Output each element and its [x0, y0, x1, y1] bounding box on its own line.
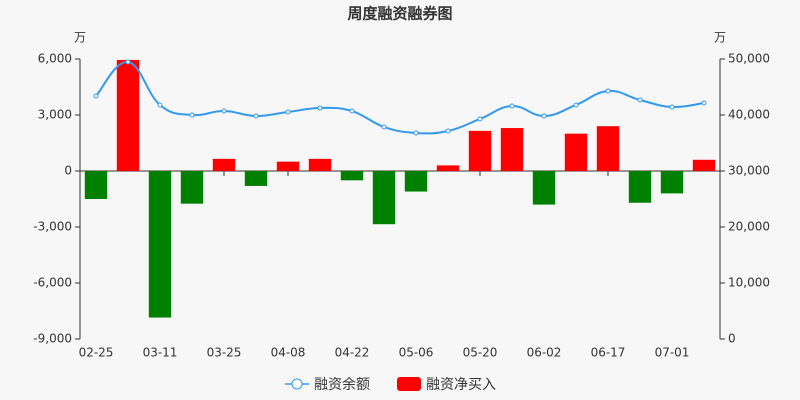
line-point: [221, 108, 227, 114]
y2-tick-label: 50,000: [728, 52, 770, 66]
y-tick-label: -3,000: [33, 220, 72, 234]
legend-item: 融资余额: [285, 376, 370, 393]
line-point: [509, 103, 515, 109]
bar: [596, 126, 620, 171]
bar: [436, 165, 460, 171]
bar: [116, 59, 140, 171]
x-tick-label: 05-20: [463, 346, 498, 360]
x-tick-label: 07-01: [655, 346, 690, 360]
line-point: [381, 124, 387, 130]
line-point: [573, 102, 579, 108]
line-point: [317, 105, 323, 111]
x-tick-label: 04-22: [335, 346, 370, 360]
bar: [500, 128, 524, 171]
line-point: [93, 93, 99, 99]
bar: [468, 130, 492, 171]
bar: [244, 171, 268, 186]
bar: [212, 158, 236, 171]
x-tick-label: 05-06: [399, 346, 434, 360]
y-tick-label: -6,000: [33, 276, 72, 290]
x-tick-label: 06-02: [527, 346, 562, 360]
line-point: [189, 112, 195, 118]
bar: [532, 171, 556, 205]
line-point: [637, 97, 643, 103]
y-tick-label: -9,000: [33, 332, 72, 346]
y2-tick-label: 10,000: [728, 276, 770, 290]
line-point: [349, 108, 355, 114]
y-tick-label: 0: [64, 164, 72, 178]
legend-marker: [291, 378, 303, 390]
line-point: [445, 128, 451, 134]
legend-swatch: [397, 377, 421, 391]
line-point: [125, 59, 131, 65]
bar: [404, 171, 428, 192]
x-tick-label: 02-25: [79, 346, 114, 360]
bar: [148, 171, 172, 318]
line-point: [157, 102, 163, 108]
line-point: [605, 88, 611, 94]
legend-item: 融资净买入: [397, 377, 496, 393]
chart-title: 周度融资融券图: [347, 5, 452, 23]
y-unit: 万: [74, 31, 86, 45]
line-point: [541, 113, 547, 119]
legend-label: 融资余额: [314, 376, 370, 393]
bar: [692, 159, 716, 171]
x-tick-label: 04-08: [271, 346, 306, 360]
y2-tick-label: 0: [728, 332, 736, 346]
bar: [628, 171, 652, 203]
line-point: [669, 104, 675, 110]
y2-tick-label: 30,000: [728, 164, 770, 178]
line: [95, 61, 705, 135]
legend-label: 融资净买入: [426, 377, 496, 393]
line-point: [253, 113, 259, 119]
y-tick-label: 6,000: [38, 52, 72, 66]
bar: [84, 171, 108, 199]
bar: [660, 171, 684, 194]
x-tick-label: 03-11: [143, 346, 178, 360]
y2-unit: 万: [714, 31, 726, 45]
bar: [308, 158, 332, 171]
line-point: [701, 100, 707, 106]
y2-tick-label: 20,000: [728, 220, 770, 234]
line-point: [477, 116, 483, 122]
x-tick-label: 06-17: [591, 346, 626, 360]
bar: [372, 171, 396, 225]
y2-tick-label: 40,000: [728, 108, 770, 122]
line-point: [285, 109, 291, 115]
y-tick-label: 3,000: [38, 108, 72, 122]
x-tick-label: 03-25: [207, 346, 242, 360]
line-point: [413, 130, 419, 136]
bar: [564, 133, 588, 171]
bar: [180, 171, 204, 204]
bar: [340, 171, 364, 181]
bar: [276, 161, 300, 171]
